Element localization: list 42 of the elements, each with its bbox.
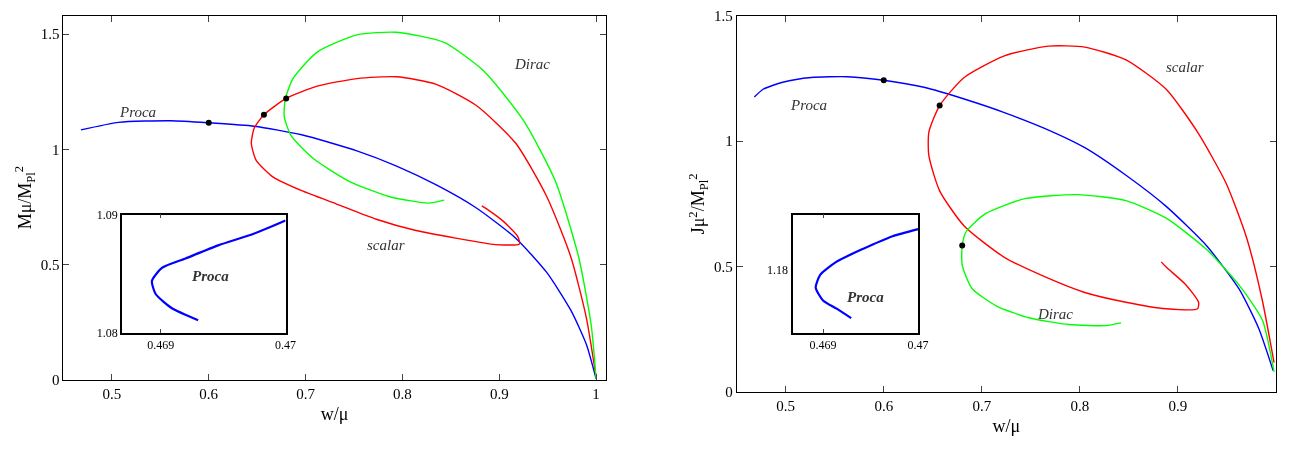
annotation: Proca bbox=[790, 97, 828, 113]
y-tick-label: 1.5 bbox=[713, 7, 733, 24]
x-tick-label: 0.47 bbox=[907, 338, 929, 353]
x-tick-label: 0.469 bbox=[147, 338, 175, 353]
annotation: scalar bbox=[367, 237, 405, 253]
line-series bbox=[927, 45, 1275, 364]
x-axis-title: w/μ bbox=[992, 416, 1021, 437]
point bbox=[936, 102, 943, 109]
x-tick-label: 0.7 bbox=[296, 385, 316, 402]
annotation: Dirac bbox=[514, 56, 551, 72]
y-tick-label: 1 bbox=[725, 133, 733, 150]
y-tick-label: 1 bbox=[51, 141, 60, 158]
line-series bbox=[150, 219, 286, 322]
x-tick-label: 0.9 bbox=[489, 385, 509, 402]
y-tick-label: 1.09 bbox=[96, 207, 118, 222]
y-tick-label: 1.08 bbox=[96, 326, 118, 341]
y-tick-label: 0 bbox=[51, 371, 60, 388]
annotation: Proca bbox=[192, 268, 230, 284]
y-tick-label: 0 bbox=[725, 384, 733, 401]
annotation: Proca bbox=[119, 104, 157, 120]
x-tick-label: 0.7 bbox=[972, 398, 992, 415]
line-series bbox=[753, 75, 1274, 372]
y-tick-label: 0.5 bbox=[40, 256, 60, 273]
x-tick-label: 0.47 bbox=[275, 338, 297, 353]
annotation: Dirac bbox=[1037, 306, 1074, 322]
point bbox=[880, 77, 887, 84]
annotation: Proca bbox=[847, 289, 885, 305]
annotation: scalar bbox=[1166, 59, 1204, 75]
x-tick-label: 0.5 bbox=[776, 398, 796, 415]
x-tick-label: 1 bbox=[592, 385, 600, 402]
x-tick-label: 0.9 bbox=[1168, 398, 1188, 415]
x-axis-title: w/μ bbox=[320, 403, 349, 424]
x-tick-label: 0.469 bbox=[809, 338, 837, 353]
x-tick-label: 0.8 bbox=[1070, 398, 1090, 415]
x-tick-label: 0.6 bbox=[199, 385, 219, 402]
y-tick-label: 1.5 bbox=[40, 26, 60, 43]
y-tick-label: 0.5 bbox=[713, 258, 733, 275]
x-tick-label: 0.8 bbox=[393, 385, 412, 402]
annotation: 1.18 bbox=[767, 263, 788, 277]
line-series bbox=[961, 193, 1275, 373]
point bbox=[959, 242, 966, 249]
x-tick-label: 0.6 bbox=[874, 398, 894, 415]
